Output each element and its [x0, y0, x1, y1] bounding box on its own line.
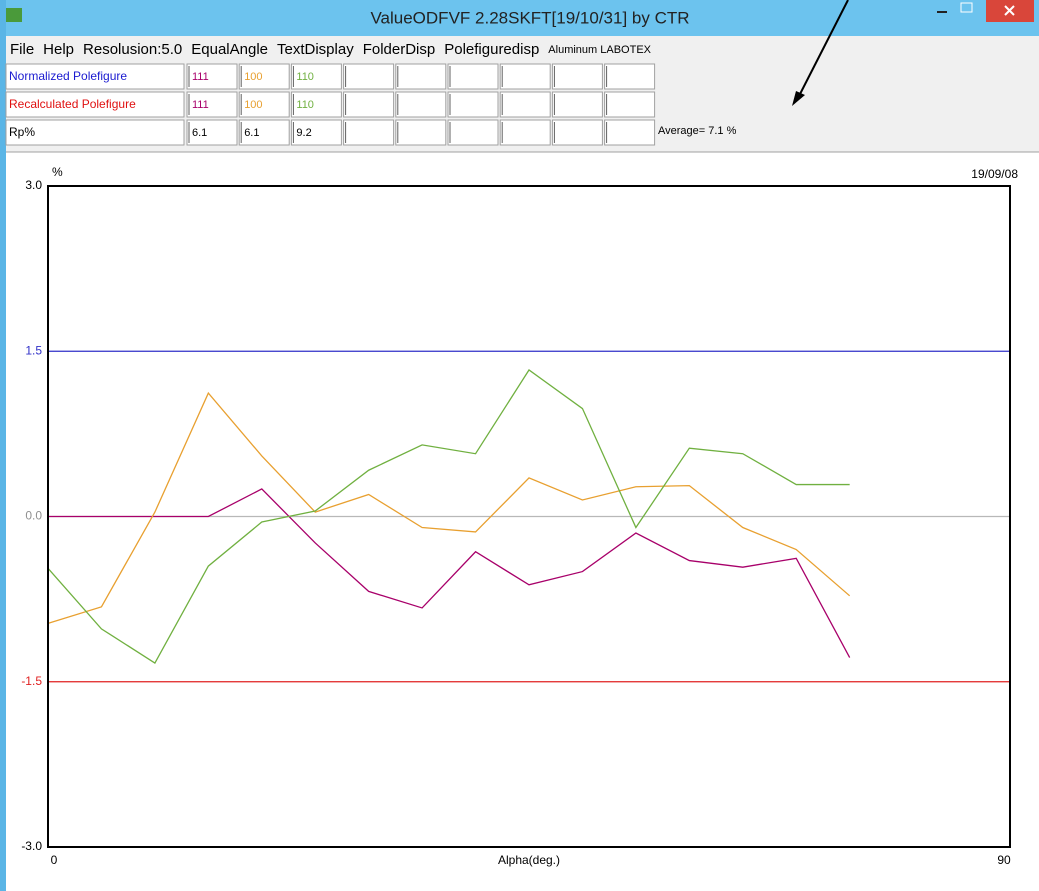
table-cell [238, 63, 290, 90]
y-tick-label: 3.0 [25, 178, 42, 192]
table-cell-text: 9.2 [296, 127, 311, 139]
menu-item[interactable]: TextDisplay [277, 41, 354, 58]
row-label-cell [5, 91, 185, 118]
table-cell-text: 6.1 [192, 127, 207, 139]
table-cell-text: 100 [244, 99, 262, 111]
y-tick-label: 1.5 [25, 343, 42, 357]
series-line [47, 391, 851, 624]
average: Average= 7.1 % [658, 125, 737, 137]
x-axis-label: Alpha(deg.) [498, 853, 560, 867]
table-cell [604, 119, 656, 146]
table: Normalized Polefigure 111 100 110 Recalculat… [5, 63, 737, 146]
menu-bar [6, 36, 1039, 62]
menu-item[interactable]: Polefiguredisp [444, 41, 539, 58]
table-cell [447, 119, 499, 146]
plot-frame [47, 185, 1011, 848]
table-cell [395, 63, 447, 90]
table-cell [551, 119, 603, 146]
table-cell [604, 91, 656, 118]
table-cell [395, 91, 447, 118]
table-cell [551, 91, 603, 118]
x-tick-label: 0 [51, 853, 58, 867]
x-tick-label: 90 [997, 853, 1011, 867]
y-tick-label: -1.5 [21, 674, 42, 688]
table-cell [395, 119, 447, 146]
table-cell [447, 63, 499, 90]
annotation-arrow [797, 0, 849, 99]
table-cell [186, 63, 238, 90]
left-border [0, 0, 6, 891]
table-cell [238, 91, 290, 118]
row-label-cell [5, 119, 185, 146]
table-cell [343, 91, 395, 118]
table-cell-text: 110 [296, 71, 314, 83]
table-cell [238, 119, 290, 146]
table-cell [186, 119, 238, 146]
menu-item[interactable]: Resolusion:5.0 [83, 41, 182, 58]
table-cell [290, 63, 342, 90]
chart: 3.0 1.5 0.0 -1.5 -3.0 0 90% 19/09/08 Alpha(deg.) [21, 165, 1018, 867]
row-label: Normalized Polefigure [9, 69, 127, 83]
menu-note: Aluminum LABOTEX [548, 44, 651, 56]
row-label: Rp% [9, 125, 35, 139]
close-icon [1004, 5, 1015, 16]
annotation-arrowhead [792, 91, 805, 106]
title-bar [0, 0, 1039, 36]
menu-item[interactable]: EqualAngle [191, 41, 268, 58]
maximize-button[interactable] [960, 2, 973, 13]
table-cell-text: 6.1 [244, 127, 259, 139]
date: 19/09/08 [971, 167, 1018, 181]
y-tick-label: -3.0 [21, 839, 42, 853]
table-cell-text: 111 [192, 99, 209, 111]
menu-item[interactable]: FolderDisp [363, 41, 436, 58]
table-cell [551, 63, 603, 90]
table-cell-text: 110 [296, 99, 314, 111]
table-cell [290, 119, 342, 146]
table-cell [499, 63, 551, 90]
series-line [48, 488, 851, 658]
y-axis-label: % [52, 165, 63, 179]
table-cell-text: 111 [192, 71, 209, 83]
row-label-cell [5, 63, 185, 90]
window-title: ValueODFVF 2.28SKFT[19/10/31] by CTR [370, 8, 689, 27]
y-tick-label: 0.0 [25, 509, 42, 523]
table-cell [499, 119, 551, 146]
table-cell [447, 91, 499, 118]
table-cell [604, 63, 656, 90]
table-cell-text: 100 [244, 71, 262, 83]
table-cell [186, 91, 238, 118]
series-line [47, 369, 850, 664]
app-icon [6, 8, 22, 22]
minimize-button[interactable] [937, 11, 947, 13]
row-label: Recalculated Polefigure [9, 97, 136, 111]
table-cell [499, 91, 551, 118]
table-cell [290, 91, 342, 118]
table-cell [343, 63, 395, 90]
menu-item[interactable]: File [10, 41, 34, 58]
menu-item[interactable]: Help [43, 41, 74, 58]
menu: File Help Resolusion:5.0 EqualAngle TextDisp… [10, 41, 652, 58]
table-cell [343, 119, 395, 146]
